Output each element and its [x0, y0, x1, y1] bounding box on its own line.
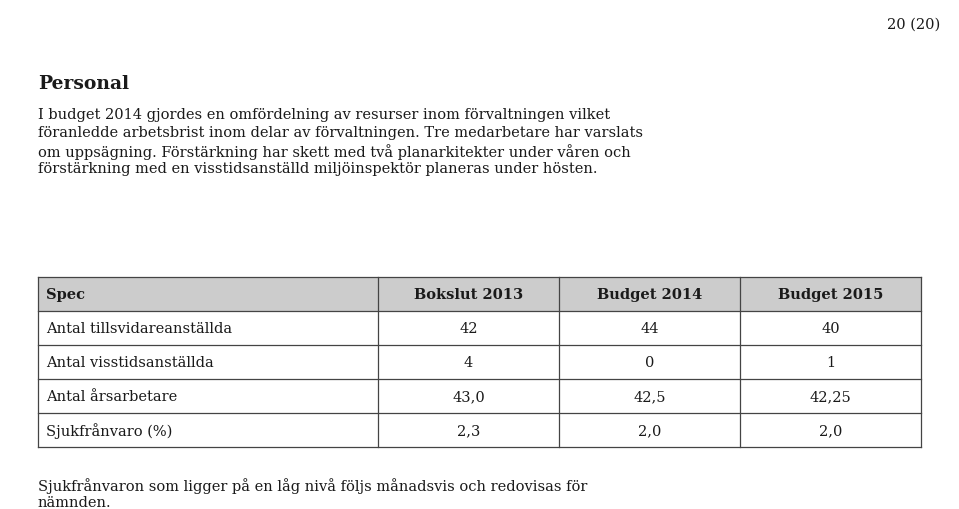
- Text: 2,3: 2,3: [456, 423, 480, 437]
- Text: Budget 2014: Budget 2014: [596, 288, 702, 301]
- Text: 1: 1: [826, 355, 835, 369]
- Text: Personal: Personal: [38, 75, 129, 93]
- Text: Antal visstidsanställda: Antal visstidsanställda: [46, 355, 214, 369]
- Text: 2,0: 2,0: [638, 423, 661, 437]
- Text: Budget 2015: Budget 2015: [778, 288, 883, 301]
- Text: Bokslut 2013: Bokslut 2013: [414, 288, 523, 301]
- Text: Sjukfrånvaro (%): Sjukfrånvaro (%): [46, 422, 173, 438]
- Text: 44: 44: [641, 321, 659, 335]
- Text: Antal tillsvidareanställda: Antal tillsvidareanställda: [46, 321, 232, 335]
- Text: nämnden.: nämnden.: [38, 495, 111, 509]
- Text: 40: 40: [821, 321, 840, 335]
- Text: I budget 2014 gjordes en omfördelning av resurser inom förvaltningen vilket: I budget 2014 gjordes en omfördelning av…: [38, 108, 610, 122]
- Text: 0: 0: [644, 355, 654, 369]
- Text: Sjukfrånvaron som ligger på en låg nivå följs månadsvis och redovisas för: Sjukfrånvaron som ligger på en låg nivå …: [38, 477, 587, 493]
- Text: 42: 42: [459, 321, 478, 335]
- Text: 4: 4: [464, 355, 473, 369]
- Text: Spec: Spec: [46, 288, 85, 301]
- Text: 2,0: 2,0: [819, 423, 842, 437]
- Text: 43,0: 43,0: [452, 389, 485, 403]
- Bar: [38, 277, 921, 312]
- Text: 20 (20): 20 (20): [887, 18, 940, 32]
- Text: Antal årsarbetare: Antal årsarbetare: [46, 389, 177, 403]
- Text: 42,25: 42,25: [809, 389, 852, 403]
- Text: om uppsägning. Förstärkning har skett med två planarkitekter under våren och: om uppsägning. Förstärkning har skett me…: [38, 144, 631, 159]
- Text: förstärkning med en visstidsanställd miljöinspektör planeras under hösten.: förstärkning med en visstidsanställd mil…: [38, 162, 597, 176]
- Text: föranledde arbetsbrist inom delar av förvaltningen. Tre medarbetare har varslats: föranledde arbetsbrist inom delar av för…: [38, 126, 643, 140]
- Text: 42,5: 42,5: [633, 389, 666, 403]
